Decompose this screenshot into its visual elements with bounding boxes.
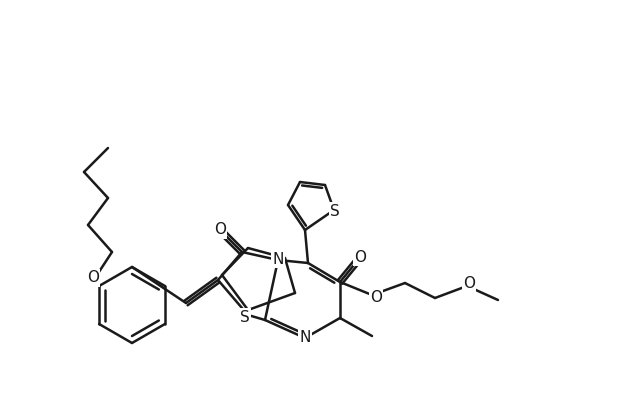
Text: S: S: [240, 310, 250, 324]
Text: O: O: [214, 222, 226, 237]
Text: O: O: [370, 291, 382, 305]
Text: S: S: [330, 204, 340, 218]
Text: N: N: [300, 330, 310, 345]
Text: O: O: [463, 276, 475, 291]
Text: O: O: [354, 249, 366, 264]
Text: N: N: [272, 251, 284, 266]
Text: O: O: [87, 270, 99, 285]
